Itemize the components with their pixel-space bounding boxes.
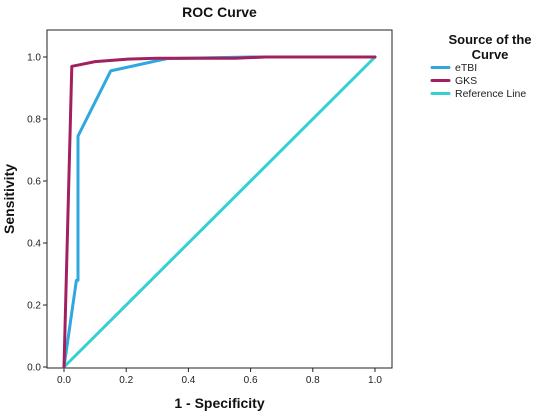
y-tick-label: 0.6 (27, 177, 41, 188)
y-tick-label: 0.4 (27, 239, 41, 250)
x-tick-label: 0.0 (57, 375, 71, 386)
series-line-gks (62, 55, 377, 369)
y-axis: 0.0 0.2 0.4 0.6 0.8 1.0 (27, 53, 47, 374)
x-axis-title: 1 - Specificity (174, 395, 264, 411)
x-axis: 0.0 0.2 0.4 0.6 0.8 1.0 (57, 368, 382, 386)
series-line-reference-line (62, 55, 377, 369)
legend-item-label: eTBI (455, 62, 477, 74)
x-tick-label: 0.8 (306, 375, 320, 386)
y-tick-label: 0.0 (27, 363, 41, 374)
legend-item-label: Reference Line (455, 88, 526, 100)
plot-area-frame (46, 29, 393, 369)
series-layer (62, 55, 377, 369)
x-tick-label: 1.0 (368, 375, 382, 386)
legend-item-label: GKS (455, 75, 477, 87)
legend-title-line2: Curve (472, 47, 509, 62)
y-tick-label: 1.0 (27, 53, 41, 64)
chart-title: ROC Curve (182, 4, 257, 20)
x-tick-label: 0.2 (119, 375, 133, 386)
y-tick-label: 0.2 (27, 301, 41, 312)
y-axis-title: Sensitivity (1, 164, 17, 234)
x-tick-label: 0.6 (244, 375, 258, 386)
x-tick-label: 0.4 (181, 375, 195, 386)
y-tick-label: 0.8 (27, 115, 41, 126)
legend-title-line1: Source of the (448, 32, 531, 47)
